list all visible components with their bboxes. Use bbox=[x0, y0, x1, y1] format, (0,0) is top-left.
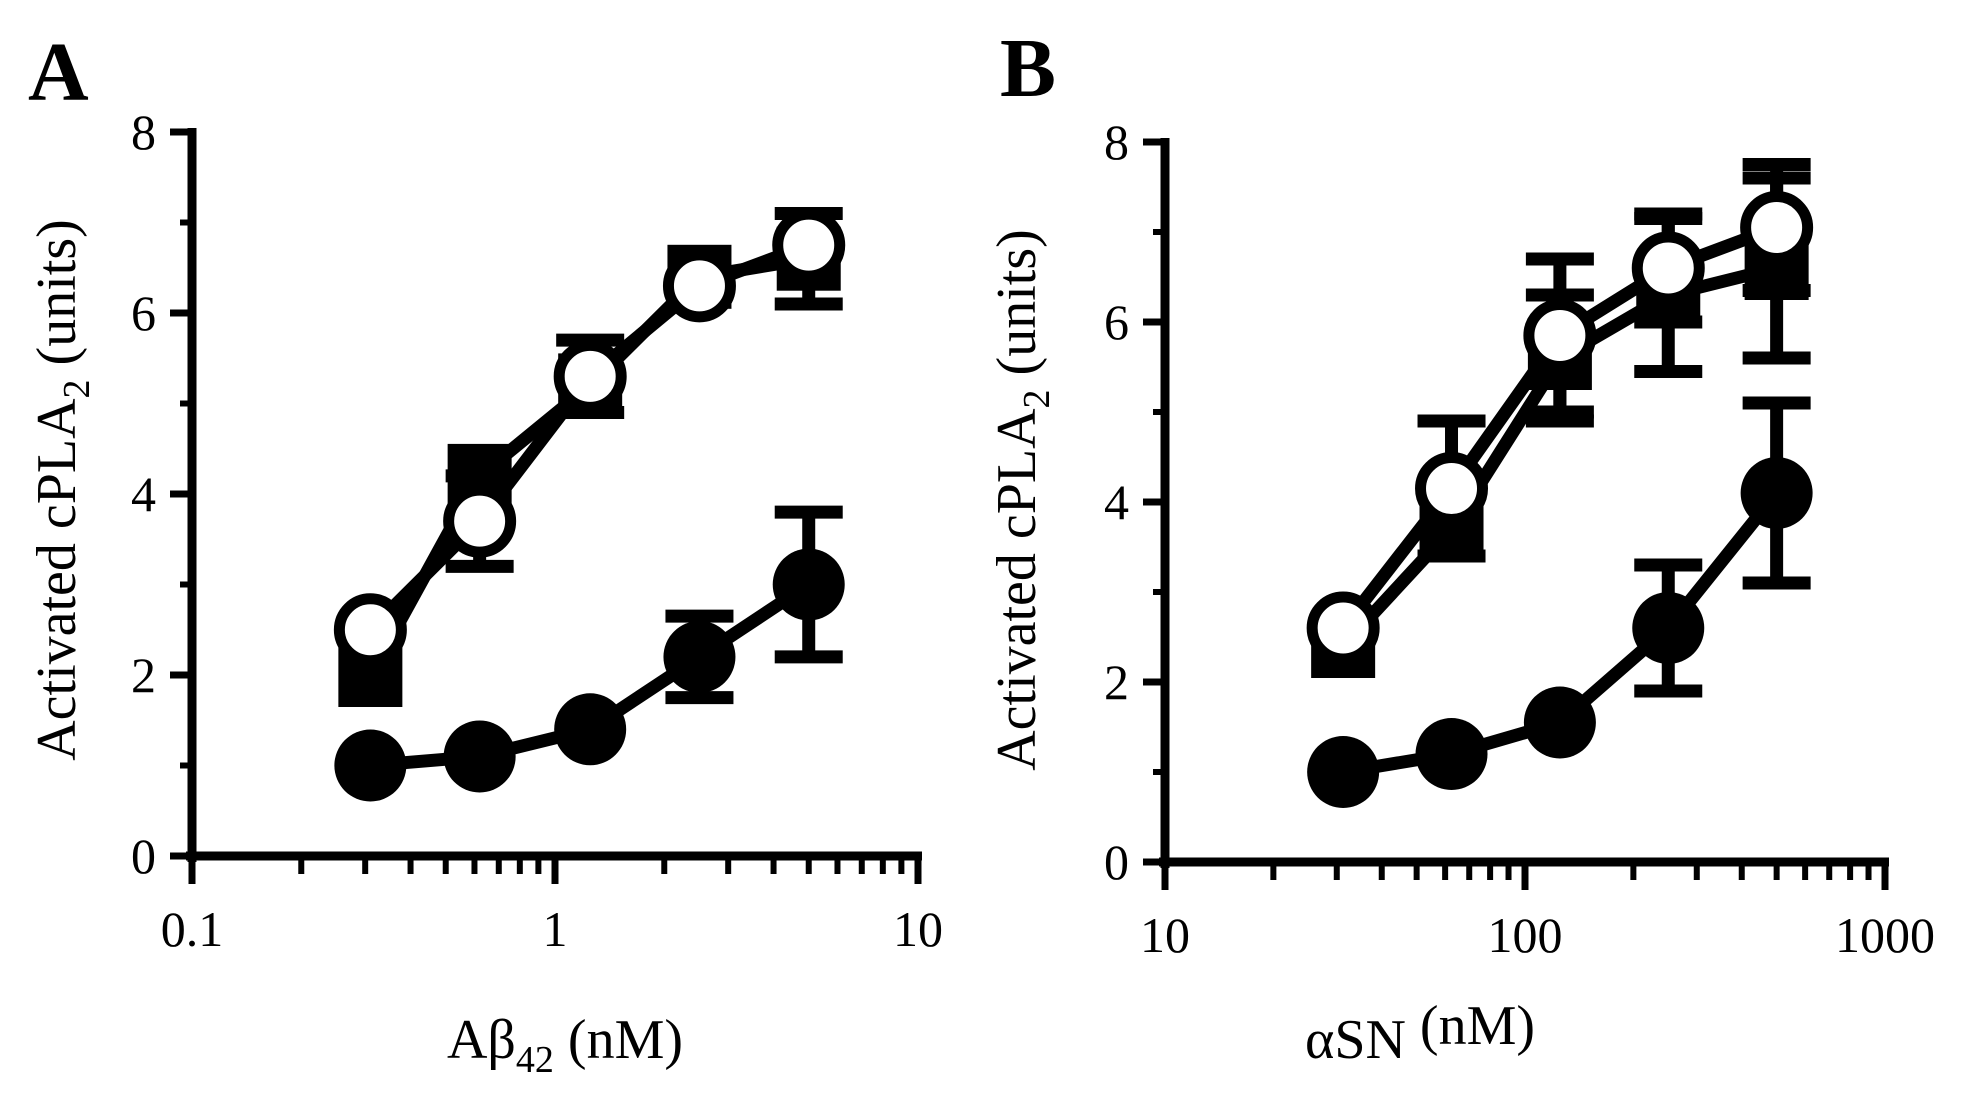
data-point-open-circle bbox=[662, 249, 736, 323]
data-point-open-circle bbox=[1631, 231, 1705, 305]
y-tick-label: 8 bbox=[1104, 114, 1129, 170]
data-point-filled-circle bbox=[663, 620, 736, 693]
data-point-filled-circle bbox=[1740, 457, 1813, 529]
x-tick-label: 10 bbox=[1140, 907, 1190, 963]
y-tick-label: 0 bbox=[1104, 834, 1129, 890]
x-tick-label: 10 bbox=[893, 901, 943, 957]
data-point-filled-circle bbox=[443, 720, 516, 793]
panel-a-y-axis-title: Activated cPLA2 (units) bbox=[26, 219, 98, 761]
x-tick-label: 1000 bbox=[1835, 907, 1935, 963]
panel-b-x-axis-title: αSN (nM) bbox=[1305, 995, 1535, 1071]
data-point-filled-circle bbox=[1523, 686, 1596, 759]
data-point-open-circle bbox=[443, 484, 517, 558]
data-point-open-circle bbox=[1740, 191, 1814, 264]
data-point-open-circle bbox=[553, 339, 627, 413]
y-tick-label: 4 bbox=[131, 466, 156, 522]
panel-a-x-axis-title: Aβ42 (nM) bbox=[447, 1009, 683, 1081]
data-point-filled-circle bbox=[554, 693, 627, 766]
x-tick-label: 100 bbox=[1488, 907, 1563, 963]
panel-b-plot: 0 2 4 6 8 10 100 1000 bbox=[1104, 114, 1935, 963]
y-tick-label: 6 bbox=[1104, 294, 1129, 350]
y-tick-label: 4 bbox=[1104, 474, 1129, 530]
y-tick-label: 6 bbox=[131, 285, 156, 341]
data-point-open-circle bbox=[1415, 452, 1489, 525]
panel-b-letter: B bbox=[1000, 22, 1056, 115]
y-tick-label: 8 bbox=[131, 104, 156, 160]
panel-b-y-axis-title: Activated cPLA2 (units) bbox=[986, 229, 1058, 771]
x-tick-label: 1 bbox=[543, 901, 568, 957]
data-point-open-circle bbox=[772, 208, 846, 282]
data-point-open-circle bbox=[1306, 591, 1380, 665]
data-point-open-circle bbox=[1523, 299, 1597, 372]
panel-b: B 0 2 4 6 8 10 100 1000 αSN (nM) Activated cPLA… bbox=[986, 22, 1935, 1071]
y-tick-label: 2 bbox=[1104, 654, 1129, 710]
data-point-filled-circle bbox=[1632, 592, 1705, 664]
panel-a: A 0 2 4 6 8 0.1 1 10 Aβ42 (nM) Activated cPLA2 … bbox=[26, 26, 943, 1081]
y-tick-label: 2 bbox=[131, 647, 156, 703]
data-point-filled-circle bbox=[334, 729, 407, 802]
data-point-filled-circle bbox=[1307, 736, 1380, 808]
data-point-open-circle bbox=[333, 593, 407, 667]
panel-a-letter: A bbox=[28, 26, 89, 119]
data-point-filled-circle bbox=[1415, 718, 1488, 790]
y-tick-label: 0 bbox=[131, 828, 156, 884]
x-tick-label: 0.1 bbox=[161, 901, 224, 957]
data-point-filled-circle bbox=[772, 548, 845, 621]
panel-a-plot: 0 2 4 6 8 0.1 1 10 bbox=[131, 104, 943, 957]
